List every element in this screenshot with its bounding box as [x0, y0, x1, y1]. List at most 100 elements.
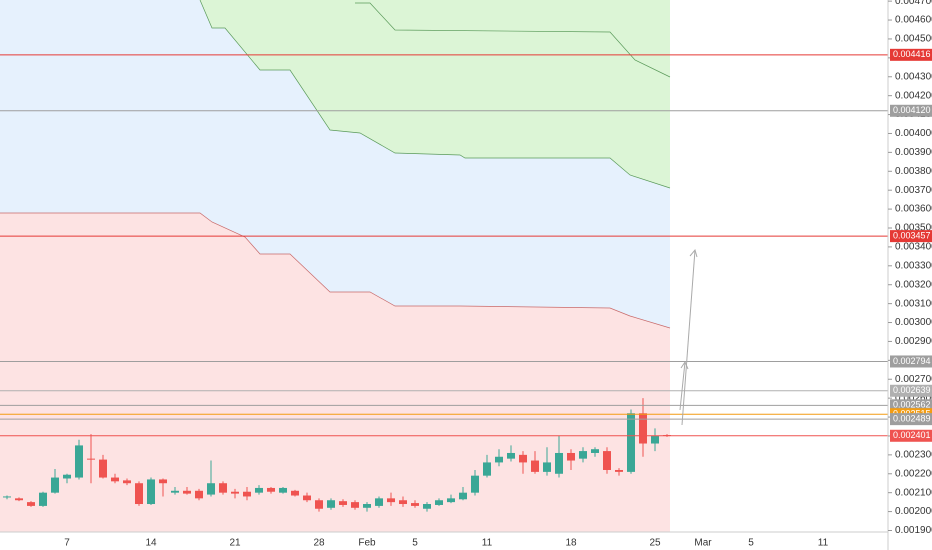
level-label: 0.002794 — [893, 356, 931, 366]
candle-body — [363, 504, 371, 508]
candle-body — [519, 454, 527, 463]
candle-body — [435, 500, 443, 505]
x-tick-label: 7 — [64, 538, 70, 549]
candle-body — [27, 502, 35, 506]
x-tick-label: Mar — [694, 538, 712, 549]
axes: 0.0047000.0046000.0045000.0044000.004300… — [64, 0, 932, 549]
candle-body — [327, 500, 335, 508]
candle-body — [555, 452, 563, 474]
candle-body — [75, 445, 83, 478]
arrow — [681, 249, 696, 426]
level-box — [890, 48, 932, 61]
level-label: 0.002639 — [893, 385, 931, 395]
candle-body — [615, 469, 623, 472]
level-label: 0.003457 — [893, 231, 931, 241]
candle-body — [651, 435, 659, 444]
candle-body — [111, 477, 119, 482]
y-tick-label: 0.001900 — [895, 525, 932, 536]
x-tick-label: 18 — [565, 538, 577, 549]
x-tick-label: 21 — [229, 538, 241, 549]
candle-body — [123, 480, 131, 484]
level-label: 0.004416 — [893, 49, 931, 59]
candle-body — [591, 449, 599, 453]
candle-body — [483, 462, 491, 476]
price-axis — [888, 0, 932, 550]
candle-body — [51, 477, 59, 493]
candle-body — [147, 479, 155, 505]
candle-body — [459, 492, 467, 500]
candle-body — [627, 413, 635, 472]
candle-body — [135, 483, 143, 505]
candle-body — [267, 487, 275, 492]
plot — [0, 54, 888, 512]
cloud-line — [199, 0, 671, 189]
candle-body — [243, 491, 251, 497]
candle-body — [231, 491, 239, 494]
candle-body — [579, 451, 587, 459]
candle-body — [315, 500, 323, 509]
candle-body — [639, 413, 647, 444]
red-cloud — [0, 213, 670, 532]
candle-body — [255, 487, 263, 493]
level-box — [890, 413, 932, 426]
level-box — [890, 230, 932, 243]
candle-body — [471, 475, 479, 493]
candle-body — [411, 503, 419, 506]
candle-body — [3, 496, 11, 498]
x-tick-label: Feb — [358, 538, 376, 549]
candle-body — [159, 479, 167, 484]
candle-body — [39, 492, 47, 506]
x-tick-label: 25 — [649, 538, 661, 549]
candle-body — [279, 487, 287, 493]
candle-body — [291, 490, 299, 496]
candle-body — [219, 483, 227, 493]
candle-body — [351, 502, 359, 508]
level-box — [890, 384, 932, 397]
candle-body — [375, 498, 383, 506]
x-tick-label: 5 — [412, 538, 418, 549]
candle-body — [495, 456, 503, 463]
level-label: 0.002562 — [893, 400, 931, 410]
candle-body — [63, 474, 71, 479]
candle-body — [195, 490, 203, 499]
level-box — [890, 104, 932, 117]
candle-body — [87, 458, 95, 460]
candle-body — [15, 498, 23, 501]
x-tick-label: 28 — [313, 538, 325, 549]
level-label: 0.002489 — [893, 414, 931, 424]
candle-body — [303, 495, 311, 501]
candle-body — [399, 500, 407, 505]
x-tick-label: 14 — [145, 538, 157, 549]
candle-body — [603, 451, 611, 470]
candle-body — [447, 498, 455, 503]
candle-body — [171, 490, 179, 493]
arrow-head — [680, 360, 689, 370]
level-label: 0.002401 — [893, 430, 931, 440]
candle-body — [567, 452, 575, 461]
candle-body — [531, 460, 539, 472]
x-tick-label: 11 — [482, 538, 493, 549]
candle-body — [183, 490, 191, 494]
candle-body — [387, 498, 395, 503]
candle-body — [507, 452, 515, 459]
